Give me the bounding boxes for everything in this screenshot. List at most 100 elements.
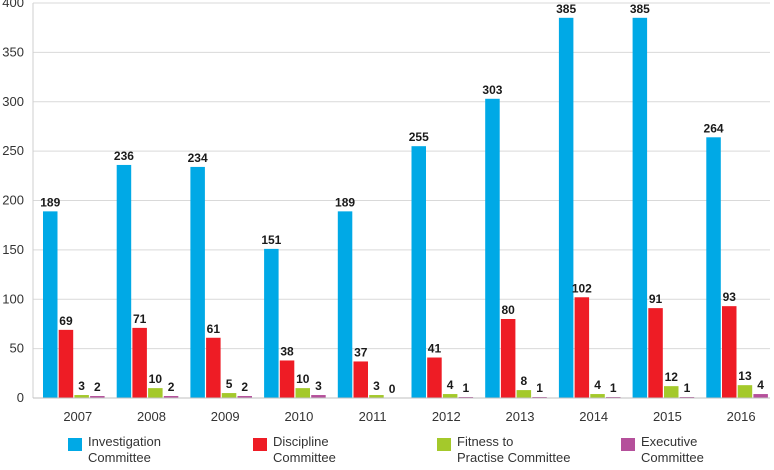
data-label: 264 <box>704 121 724 135</box>
x-tick-label: 2008 <box>137 409 166 424</box>
y-axis: 0 50 100 150 200 250 300 350 400 <box>2 0 34 405</box>
data-label: 5 <box>226 377 233 391</box>
data-label: 3 <box>315 379 322 393</box>
data-label: 8 <box>521 374 528 388</box>
bar <box>516 390 532 398</box>
bar <box>163 396 179 398</box>
bar <box>43 211 58 398</box>
data-label: 236 <box>114 149 134 163</box>
bar <box>706 137 721 399</box>
data-label: 1 <box>463 381 470 395</box>
bar <box>264 248 279 398</box>
x-tick-label: 2012 <box>432 409 461 424</box>
x-tick-label: 2014 <box>579 409 608 424</box>
bar <box>206 337 221 398</box>
legend-label-investigation: Investigation Committee <box>88 434 161 465</box>
bar <box>295 388 310 398</box>
legend-swatch-fitness <box>437 438 451 451</box>
data-label: 38 <box>280 344 294 358</box>
data-label: 61 <box>207 322 221 336</box>
y-tick-label: 0 <box>17 390 24 405</box>
bar <box>722 306 737 398</box>
x-tick-label: 2015 <box>653 409 682 424</box>
legend-item-fitness: Fitness to Practise Committee <box>437 434 607 466</box>
y-tick-label: 250 <box>2 143 24 158</box>
bar <box>411 146 426 398</box>
data-label: 102 <box>572 281 592 295</box>
data-label: 13 <box>738 369 752 383</box>
data-label: 10 <box>296 372 310 386</box>
data-label: 303 <box>482 83 502 97</box>
legend: Investigation Committee Discipline Commi… <box>0 432 774 470</box>
data-label: 151 <box>261 233 281 247</box>
legend-label-executive: Executive Committee <box>641 434 704 465</box>
legend-swatch-discipline <box>253 438 267 451</box>
data-label: 93 <box>723 290 737 304</box>
bar <box>369 395 384 398</box>
data-label: 3 <box>373 379 380 393</box>
data-label: 1 <box>536 381 543 395</box>
bar <box>664 386 679 398</box>
y-tick-label: 350 <box>2 44 24 59</box>
data-label: 37 <box>354 345 368 359</box>
data-label: 2 <box>94 380 101 394</box>
legend-item-investigation: Investigation Committee <box>68 434 238 466</box>
x-tick-label: 2009 <box>211 409 240 424</box>
data-label: 71 <box>133 312 147 326</box>
data-label: 1 <box>610 381 617 395</box>
x-tick-label: 2011 <box>359 409 387 424</box>
data-label: 0 <box>389 382 396 396</box>
data-label: 91 <box>649 292 663 306</box>
bar <box>632 17 648 398</box>
legend-label-discipline: Discipline Committee <box>273 434 336 465</box>
bar <box>279 360 295 398</box>
data-label: 3 <box>78 379 85 393</box>
bar <box>58 329 74 398</box>
legend-item-executive: Executive Committee <box>621 434 774 466</box>
y-tick-label: 200 <box>2 193 24 208</box>
y-tick-label: 150 <box>2 242 24 257</box>
bar <box>442 394 458 398</box>
x-tick-label: 2013 <box>506 409 535 424</box>
data-label: 189 <box>40 195 60 209</box>
data-label: 69 <box>59 314 73 328</box>
data-label: 4 <box>594 378 601 392</box>
bar <box>737 385 753 398</box>
bar <box>353 361 368 398</box>
bar <box>574 297 590 398</box>
data-label: 4 <box>757 378 764 392</box>
bar <box>116 164 132 398</box>
gridlines <box>33 2 770 350</box>
y-tick-label: 100 <box>2 291 24 306</box>
x-tick-label: 2016 <box>727 409 756 424</box>
data-label: 255 <box>409 130 429 144</box>
data-label: 10 <box>149 372 163 386</box>
bar <box>337 211 353 398</box>
data-label: 12 <box>665 370 679 384</box>
y-tick-label: 300 <box>2 94 24 109</box>
bar <box>648 308 663 398</box>
legend-label-fitness: Fitness to Practise Committee <box>457 434 571 465</box>
bar <box>221 393 237 398</box>
x-axis: 2007 2008 2009 2010 2011 2012 2013 2014 2015 2016 <box>33 397 770 424</box>
data-label: 1 <box>684 381 691 395</box>
bar <box>190 166 205 398</box>
data-label: 41 <box>428 342 442 356</box>
data-label: 2 <box>168 380 175 394</box>
data-label: 385 <box>556 2 576 16</box>
bar <box>427 357 442 398</box>
bar <box>237 396 252 398</box>
data-label: 80 <box>501 303 515 317</box>
x-tick-label: 2010 <box>284 409 313 424</box>
legend-item-discipline: Discipline Committee <box>253 434 423 466</box>
legend-swatch-executive <box>621 438 635 451</box>
bar <box>753 394 768 398</box>
data-label: 2 <box>241 380 248 394</box>
legend-swatch-investigation <box>68 438 82 451</box>
bars-group <box>43 17 768 399</box>
data-label: 234 <box>188 151 208 165</box>
bar <box>311 395 326 398</box>
x-tick-label: 2007 <box>63 409 92 424</box>
